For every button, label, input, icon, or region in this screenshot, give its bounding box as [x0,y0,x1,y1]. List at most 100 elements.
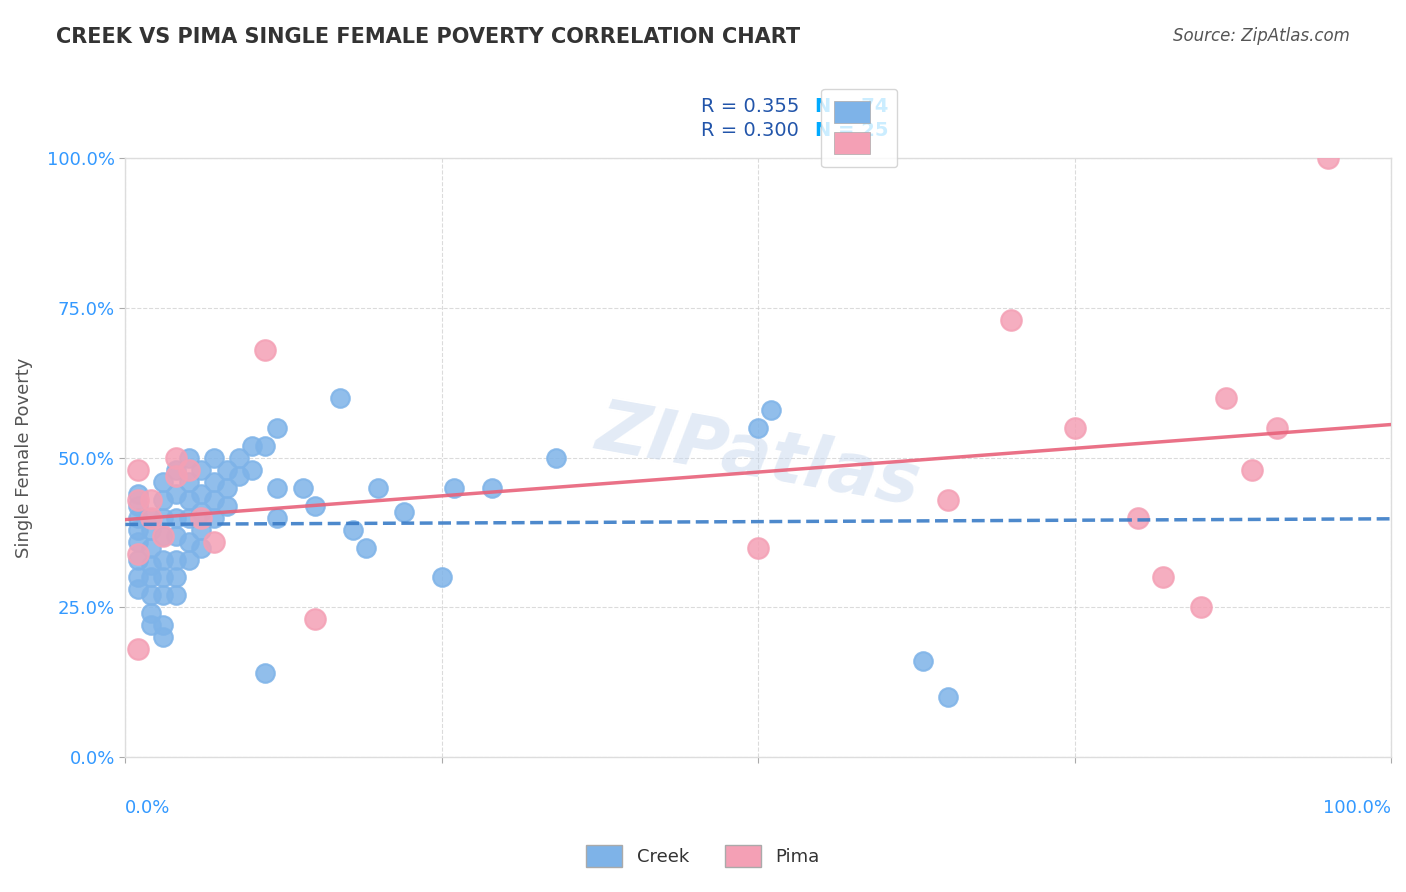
Point [747,420,769,434]
Point [1240,462,1263,476]
Point [202,450,225,465]
Point [139,618,162,632]
Point [329,391,352,405]
Point [177,534,200,549]
Point [759,402,782,417]
Text: ZIPatlas: ZIPatlas [591,395,925,520]
Point [392,504,415,518]
Point [139,492,162,507]
Point [228,450,250,465]
Point [1215,391,1237,405]
Point [190,523,212,537]
Point [747,541,769,555]
Text: R = 0.355: R = 0.355 [702,97,800,116]
Point [139,570,162,584]
Text: N = 74: N = 74 [815,97,889,116]
Point [1126,510,1149,524]
Point [127,462,149,476]
Point [127,523,149,537]
Point [936,690,959,705]
Point [936,492,959,507]
Point [481,481,503,495]
Point [152,475,174,489]
Text: R = 0.300: R = 0.300 [702,121,799,140]
Point [266,481,288,495]
Point [165,486,187,500]
Point [165,570,187,584]
Point [165,510,187,524]
Point [367,481,389,495]
Legend: , : , [821,89,897,167]
Point [202,510,225,524]
Point [127,486,149,500]
Point [190,486,212,500]
Point [1063,420,1085,434]
Point [544,450,567,465]
Y-axis label: Single Female Poverty: Single Female Poverty [15,358,32,558]
Point [253,666,276,681]
Point [291,481,314,495]
Point [177,492,200,507]
Point [139,523,162,537]
Point [152,552,174,566]
Point [228,468,250,483]
Point [430,570,453,584]
Point [152,631,174,645]
Point [443,481,465,495]
Point [152,528,174,542]
Point [1000,312,1022,326]
Point [202,492,225,507]
Point [165,468,187,483]
Point [240,462,263,476]
Point [190,510,212,524]
Text: N = 25: N = 25 [815,121,889,140]
Point [127,582,149,597]
Point [1265,420,1288,434]
Point [177,552,200,566]
Point [139,510,162,524]
Point [911,655,934,669]
Point [139,510,162,524]
Point [240,439,263,453]
Point [354,541,377,555]
Point [1152,570,1174,584]
Point [190,462,212,476]
Point [139,541,162,555]
Point [266,510,288,524]
Point [127,552,149,566]
Point [152,570,174,584]
Text: 100.0%: 100.0% [1323,799,1391,817]
Point [165,462,187,476]
Text: CREEK VS PIMA SINGLE FEMALE POVERTY CORRELATION CHART: CREEK VS PIMA SINGLE FEMALE POVERTY CORR… [56,27,800,46]
Text: Source: ZipAtlas.com: Source: ZipAtlas.com [1173,27,1350,45]
Point [202,534,225,549]
Point [165,552,187,566]
Point [152,492,174,507]
Point [127,510,149,524]
Point [127,499,149,513]
Point [177,510,200,524]
Point [127,547,149,561]
Point [253,439,276,453]
Point [152,589,174,603]
Point [139,607,162,621]
Point [1189,600,1212,615]
Point [165,528,187,542]
Point [1316,151,1339,165]
Point [342,523,364,537]
Point [139,589,162,603]
Point [165,450,187,465]
Point [152,510,174,524]
Point [177,462,200,476]
Point [190,541,212,555]
Point [304,499,326,513]
Point [215,481,238,495]
Point [152,618,174,632]
Point [152,528,174,542]
Legend: Creek, Pima: Creek, Pima [579,838,827,874]
Point [127,534,149,549]
Point [215,499,238,513]
Point [127,570,149,584]
Point [190,504,212,518]
Point [177,475,200,489]
